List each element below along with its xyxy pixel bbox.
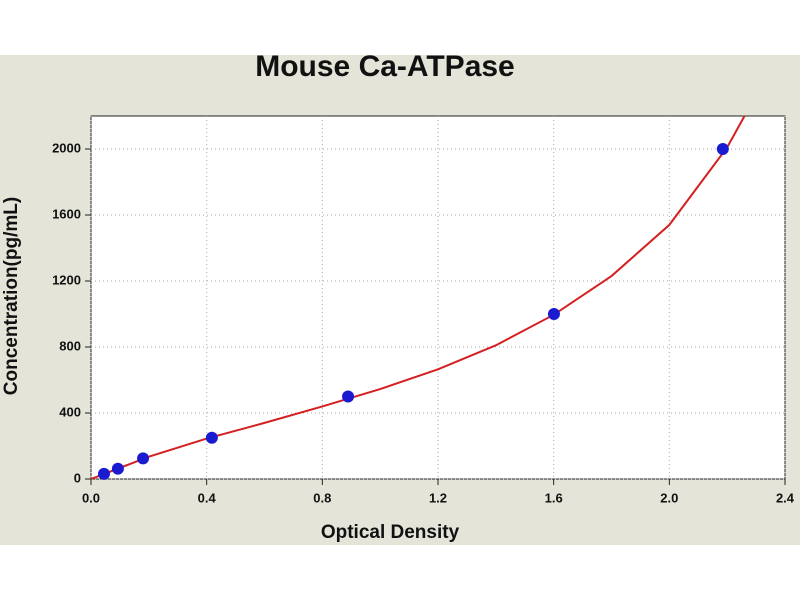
data-point [137,452,150,465]
x-tick-label: 1.2 [429,490,447,505]
x-axis-label: Optical Density [321,522,460,543]
data-point [547,308,560,320]
y-axis-label: Concentration(pg/mL) [1,197,22,395]
x-tick-label: 0.4 [198,490,217,505]
chart-title: Mouse Ca-ATPase [255,50,515,83]
data-point [342,390,355,403]
data-point [716,143,729,155]
y-tick-label: 800 [59,338,81,353]
y-tick-label: 400 [59,404,81,419]
y-tick-label: 0 [74,470,81,485]
x-tick-label: 1.6 [545,490,563,505]
y-tick-label: 1600 [52,206,81,221]
x-tick-label: 0.0 [82,490,100,505]
data-point [111,462,124,475]
y-tick-label: 2000 [52,140,81,155]
x-tick-label: 2.0 [660,490,678,505]
x-tick-label: 2.4 [776,490,795,505]
data-point [205,431,218,444]
data-point [98,467,111,480]
x-tick-label: 0.8 [313,490,331,505]
y-tick-label: 1200 [52,272,81,287]
